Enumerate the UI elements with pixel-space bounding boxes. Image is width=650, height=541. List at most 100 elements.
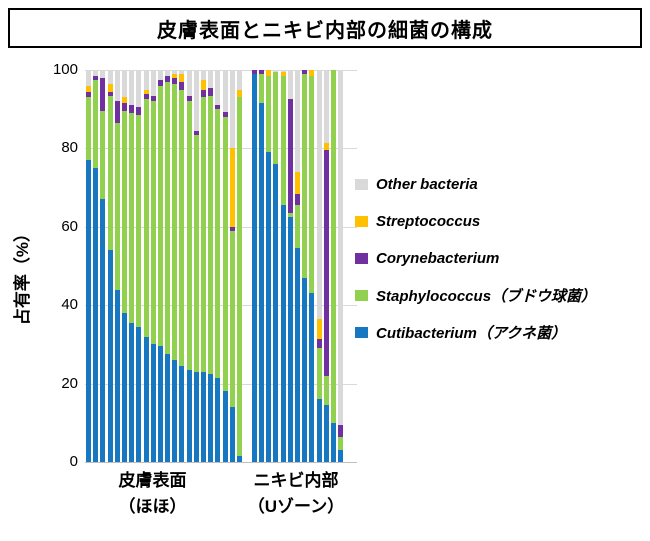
segment-Cutibacterium（アクネ菌） — [121, 313, 127, 462]
segment-Corynebacterium — [316, 338, 322, 349]
legend-swatch-icon — [355, 290, 368, 301]
segment-Other bacteria — [129, 70, 135, 106]
segment-Cutibacterium（アクネ菌） — [316, 399, 322, 462]
legend-swatch-icon — [355, 179, 368, 190]
segment-Streptococcus — [309, 70, 315, 76]
segment-Other bacteria — [208, 70, 214, 88]
segment-Staphylococcus（ブドウ球菌） — [266, 75, 272, 153]
chart-title: 皮膚表面とニキビ内部の細菌の構成 — [157, 19, 493, 42]
x-label-acne-interior-line2: （Uゾーン） — [247, 497, 345, 516]
segment-Cutibacterium（アクネ菌） — [302, 277, 308, 462]
segment-Streptococcus — [316, 318, 322, 339]
segment-Cutibacterium（アクネ菌） — [157, 346, 163, 462]
y-tick-100: 100 — [52, 61, 78, 78]
segment-Corynebacterium — [100, 77, 106, 112]
legend-item-3: Corynebacterium — [355, 250, 596, 267]
segment-Staphylococcus（ブドウ球菌） — [323, 375, 329, 406]
segment-Other bacteria — [222, 70, 228, 112]
segment-Cutibacterium（アクネ菌） — [100, 199, 106, 462]
segment-Corynebacterium — [129, 105, 135, 114]
segment-Cutibacterium（アクネ菌） — [179, 365, 185, 462]
y-tick-60: 60 — [61, 217, 78, 235]
segment-Streptococcus — [121, 97, 127, 104]
segment-Corynebacterium — [107, 91, 113, 96]
y-tick-40: 40 — [61, 296, 78, 314]
stacked-bar-g2-5 — [280, 70, 286, 462]
segment-Staphylococcus（ブドウ球菌） — [143, 99, 149, 337]
segment-Other bacteria — [280, 70, 286, 72]
stacked-bar-g1-1 — [86, 70, 91, 462]
stacked-bar-g1-8 — [136, 70, 142, 462]
segment-Staphylococcus（ブドウ球菌） — [309, 75, 315, 294]
segment-Corynebacterium — [295, 193, 301, 206]
segment-Cutibacterium（アクネ菌） — [266, 152, 272, 462]
segment-Streptococcus — [107, 83, 113, 92]
segment-Other bacteria — [165, 70, 171, 76]
segment-Other bacteria — [86, 70, 91, 86]
segment-Streptococcus — [266, 70, 272, 76]
segment-Staphylococcus（ブドウ球菌） — [121, 111, 127, 314]
segment-Staphylococcus（ブドウ球菌） — [193, 134, 199, 372]
segment-Corynebacterium — [186, 95, 192, 102]
legend-swatch-icon — [355, 253, 368, 264]
segment-Staphylococcus（ブドウ球菌） — [302, 73, 308, 278]
segment-Staphylococcus（ブドウ球菌） — [165, 81, 171, 355]
legend-label: Staphylococcus（ブドウ球菌） — [376, 288, 597, 305]
segment-Other bacteria — [114, 70, 120, 102]
stacked-bar-g1-4 — [107, 70, 113, 462]
segment-Other bacteria — [295, 70, 301, 172]
segment-Other bacteria — [201, 70, 206, 80]
chart-title-box: 皮膚表面とニキビ内部の細菌の構成 — [8, 8, 642, 48]
stacked-bar-g1-6 — [121, 70, 127, 462]
legend-item-5: Cutibacterium（アクネ菌） — [355, 325, 596, 342]
stacked-bar-g1-10 — [150, 70, 156, 462]
segment-Cutibacterium（アクネ菌） — [201, 371, 206, 462]
segment-Other bacteria — [172, 70, 178, 74]
stacked-bar-g1-5 — [114, 70, 120, 462]
segment-Cutibacterium（アクネ菌） — [165, 354, 171, 462]
segment-Cutibacterium（アクネ菌） — [143, 336, 149, 462]
stacked-bar-g1-13 — [172, 70, 178, 462]
segment-Cutibacterium（アクネ菌） — [208, 373, 214, 462]
legend-label: Streptococcus — [376, 213, 481, 230]
segment-Cutibacterium（アクネ菌） — [107, 250, 113, 462]
segment-Staphylococcus（ブドウ球菌） — [93, 79, 99, 168]
stacked-bar-g1-18 — [208, 70, 214, 462]
segment-Corynebacterium — [86, 91, 91, 98]
stacked-bar-g1-2 — [93, 70, 99, 462]
legend-item-4: Staphylococcus（ブドウ球菌） — [355, 288, 596, 305]
legend: Other bacteria Streptococcus Corynebacteri… — [355, 176, 596, 363]
segment-Streptococcus — [143, 89, 149, 94]
x-label-skin-surface-line2: （ほほ） — [118, 497, 187, 516]
segment-Cutibacterium（アクネ菌） — [273, 164, 279, 462]
segment-Other bacteria — [287, 70, 293, 100]
stacked-bar-g1-22 — [236, 70, 242, 462]
plot-area — [85, 70, 357, 463]
segment-Other bacteria — [157, 70, 163, 80]
segment-Corynebacterium — [121, 103, 127, 112]
segment-Other bacteria — [229, 70, 235, 149]
segment-Staphylococcus（ブドウ球菌） — [201, 97, 206, 372]
gridline-40 — [85, 305, 357, 307]
segment-Cutibacterium（アクネ菌） — [136, 326, 142, 462]
segment-Streptococcus — [295, 171, 301, 194]
segment-Staphylococcus（ブドウ球菌） — [86, 97, 91, 161]
segment-Staphylococcus（ブドウ球菌） — [172, 83, 178, 361]
stacked-bar-g1-9 — [143, 70, 149, 462]
segment-Corynebacterium — [93, 75, 99, 80]
segment-Streptococcus — [172, 73, 178, 78]
segment-Staphylococcus（ブドウ球菌） — [222, 117, 228, 392]
stacked-bar-g2-3 — [266, 70, 272, 462]
x-label-acne-interior: ニキビ内部 （Uゾーン） — [243, 468, 349, 520]
segment-Staphylococcus（ブドウ球菌） — [179, 89, 185, 366]
legend-item-2: Streptococcus — [355, 213, 596, 230]
segment-Corynebacterium — [259, 70, 265, 74]
segment-Corynebacterium — [229, 226, 235, 231]
stacked-bar-g1-15 — [186, 70, 192, 462]
segment-Cutibacterium（アクネ菌） — [280, 205, 286, 462]
segment-Corynebacterium — [287, 99, 293, 214]
segment-Staphylococcus（ブドウ球菌） — [129, 113, 135, 323]
stacked-bar-g2-10 — [316, 70, 322, 462]
segment-Staphylococcus（ブドウ球菌） — [280, 75, 286, 206]
segment-Cutibacterium（アクネ菌） — [93, 168, 99, 462]
